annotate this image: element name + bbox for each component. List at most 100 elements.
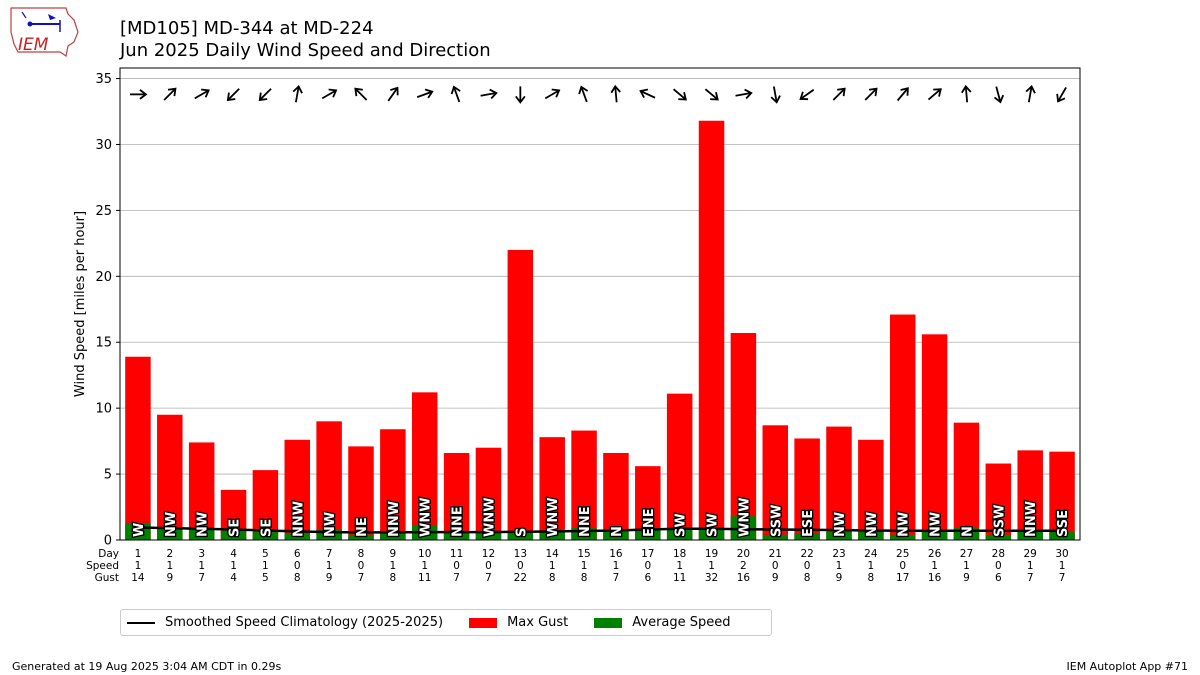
arrow-shaft — [194, 90, 209, 100]
y-tick-label: 25 — [95, 204, 112, 219]
day-label: 18 — [673, 548, 686, 560]
wind-direction-arrow — [163, 87, 177, 101]
max-gust-bar — [284, 439, 311, 540]
gust-label: 11 — [673, 572, 686, 584]
direction-label: NNW — [387, 501, 402, 537]
gust-label: 16 — [737, 572, 751, 584]
arrow-shaft — [355, 88, 368, 101]
arrow-shaft — [672, 88, 686, 100]
direction-label: NW — [833, 512, 848, 537]
speed-label: 1 — [230, 560, 237, 572]
gust-label: 22 — [514, 572, 527, 584]
gust-label: 8 — [868, 572, 875, 584]
direction-label: N — [610, 526, 625, 537]
wind-direction-arrow — [480, 88, 498, 100]
arrow-shaft — [259, 88, 272, 100]
arrow-shaft — [927, 89, 941, 101]
average-speed-bar — [985, 534, 1012, 540]
arrow-shaft — [544, 90, 559, 100]
direction-label: NE — [355, 517, 370, 537]
wind-direction-arrow — [704, 88, 719, 101]
max-gust-bar — [188, 442, 215, 540]
day-label: 15 — [577, 548, 590, 560]
wind-direction-arrow — [321, 88, 338, 100]
gust-label: 8 — [804, 572, 811, 584]
speed-label: 1 — [198, 560, 205, 572]
speed-label: 1 — [1059, 560, 1066, 572]
direction-arrows — [129, 84, 1067, 104]
day-label: 23 — [832, 548, 845, 560]
speed-label: 1 — [836, 560, 843, 572]
direction-label: N — [960, 526, 975, 537]
speed-label: 1 — [581, 560, 588, 572]
average-speed-bar — [826, 532, 852, 540]
wind-direction-arrow — [387, 86, 399, 102]
gust-label: 9 — [772, 572, 779, 584]
speed-label: 0 — [644, 560, 651, 572]
arrow-head — [167, 87, 177, 97]
wind-direction-arrow — [993, 86, 1005, 104]
average-speed-bar — [762, 534, 789, 540]
speed-label: 0 — [294, 560, 301, 572]
arrow-shaft — [321, 90, 336, 100]
gust-label: 9 — [836, 572, 843, 584]
speed-label: 0 — [804, 560, 811, 572]
wind-direction-arrow — [896, 87, 909, 102]
y-tick-label: 30 — [95, 138, 112, 153]
direction-labels: W NW NW SE SE NNW NW NE NNW WNW NNE WNW S WNW NNE N ENE S… — [131, 496, 1073, 538]
day-label: 8 — [358, 548, 365, 560]
speed-label: 1 — [262, 560, 269, 572]
average-speed-bar — [157, 528, 183, 540]
arrow-head — [1056, 93, 1066, 103]
max-gust-bar — [762, 425, 789, 540]
gridlines — [120, 78, 1080, 475]
direction-label: ESE — [801, 510, 816, 537]
max-gust-bar — [157, 414, 183, 540]
speed-label: 0 — [485, 560, 492, 572]
legend-item-max-gust: Max Gust — [469, 615, 568, 630]
arrow-head — [837, 87, 846, 97]
max-gust-bar — [125, 356, 151, 540]
average-speed-bar — [507, 533, 534, 540]
gust-label: 7 — [453, 572, 460, 584]
arrow-shaft — [416, 91, 432, 98]
arrow-head — [515, 95, 526, 104]
arrow-head — [961, 84, 972, 94]
direction-label: WNW — [737, 497, 752, 537]
average-speed-bar — [188, 528, 215, 540]
legend-label-max-gust: Max Gust — [507, 615, 569, 630]
arrow-shaft — [1027, 87, 1033, 103]
gust-label: 4 — [230, 572, 237, 584]
direction-label: SSE — [1056, 510, 1071, 537]
direction-label: SW — [674, 513, 689, 537]
average-speed-bar — [316, 529, 342, 540]
max-gust-bar — [858, 439, 884, 540]
max-gust-bar — [826, 426, 852, 540]
day-label: 25 — [896, 548, 909, 560]
arrow-head — [1025, 85, 1036, 94]
wind-direction-arrow — [961, 84, 972, 103]
day-label: 21 — [769, 548, 782, 560]
speed-label: 1 — [613, 560, 620, 572]
y-tick-label: 0 — [104, 534, 112, 549]
speed-label: 1 — [390, 560, 397, 572]
iem-logo-text: IEM — [18, 35, 49, 55]
day-label: 3 — [198, 548, 205, 560]
legend-label-climatology: Smoothed Speed Climatology (2025-2025) — [165, 615, 444, 630]
legend: Smoothed Speed Climatology (2025-2025) M… — [120, 609, 772, 636]
gust-label: 7 — [198, 572, 205, 584]
direction-label: S — [514, 528, 529, 537]
legend-item-average-speed: Average Speed — [594, 615, 731, 630]
gust-label: 16 — [928, 572, 942, 584]
app-id-label: IEM Autoplot App #71 — [1066, 660, 1189, 673]
gust-label: 7 — [1059, 572, 1066, 584]
legend-item-climatology: Smoothed Speed Climatology (2025-2025) — [127, 615, 443, 630]
day-label: 20 — [737, 548, 750, 560]
day-label: 17 — [641, 548, 654, 560]
arrow-shaft — [387, 88, 398, 102]
wind-direction-arrow — [354, 87, 368, 101]
speed-label: 1 — [963, 560, 970, 572]
wind-direction-arrow — [1056, 86, 1067, 103]
direction-label: NNW — [1024, 501, 1039, 537]
wind-direction-arrow — [799, 89, 815, 101]
